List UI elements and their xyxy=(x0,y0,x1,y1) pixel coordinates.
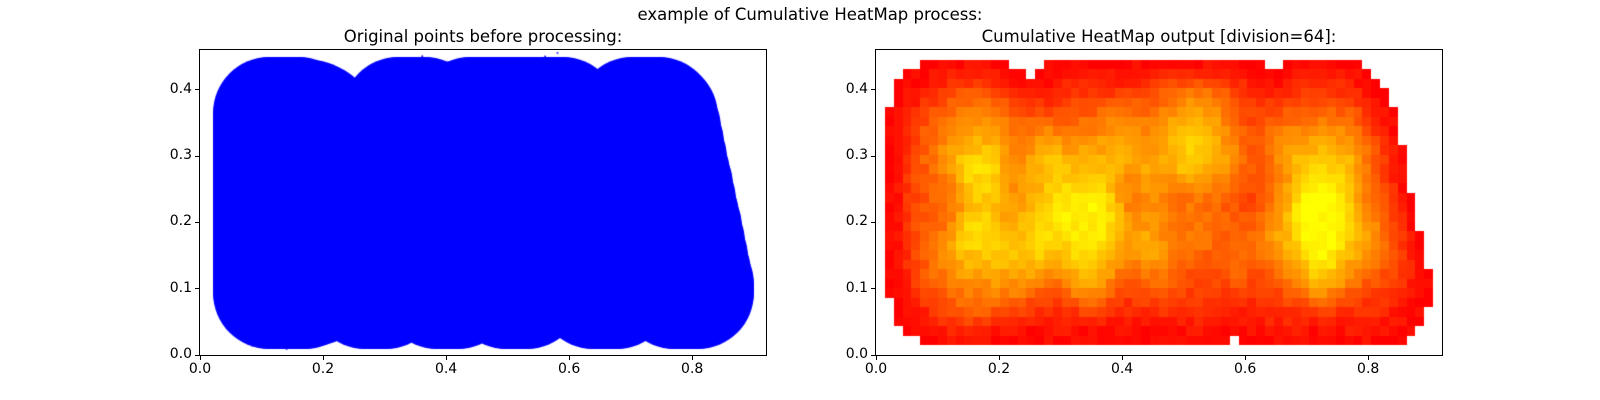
heatmap-plot-image xyxy=(876,50,1442,355)
x-tick-label: 0.8 xyxy=(681,361,704,377)
x-tick-mark xyxy=(445,356,447,360)
y-tick-mark xyxy=(871,155,875,157)
x-tick-mark xyxy=(322,356,324,360)
y-tick-mark xyxy=(195,354,199,356)
x-tick-mark xyxy=(1244,356,1246,360)
y-tick-mark xyxy=(871,89,875,91)
y-tick-label: 0.4 xyxy=(169,80,192,97)
x-tick-mark xyxy=(875,356,877,360)
y-tick-mark xyxy=(871,221,875,223)
scatter-axes-title: Original points before processing: xyxy=(343,27,623,46)
y-tick-mark xyxy=(871,288,875,290)
y-tick-label: 0.2 xyxy=(845,213,868,230)
x-tick-label: 0.6 xyxy=(1233,361,1257,377)
x-tick-mark xyxy=(691,356,693,360)
x-tick-label: 0.6 xyxy=(557,361,581,377)
x-tick-label: 0.2 xyxy=(311,361,335,377)
figure-suptitle: example of Cumulative HeatMap process: xyxy=(637,5,983,24)
x-tick-label: 0.0 xyxy=(188,361,212,377)
x-tick-label: 0.4 xyxy=(434,361,458,377)
y-tick-label: 0.1 xyxy=(169,279,192,296)
y-tick-label: 0.3 xyxy=(845,147,868,164)
y-tick-mark xyxy=(195,221,199,223)
x-tick-mark xyxy=(1121,356,1123,360)
y-tick-label: 0.1 xyxy=(845,279,868,296)
scatter-axes: Original points before processing: 0.0 0.… xyxy=(170,27,767,377)
y-tick-label: 0.4 xyxy=(845,80,868,97)
x-tick-label: 0.2 xyxy=(987,361,1011,377)
scatter-plot-image xyxy=(200,50,766,355)
y-tick-mark xyxy=(195,155,199,157)
y-tick-mark xyxy=(195,89,199,91)
x-tick-mark xyxy=(998,356,1000,360)
x-tick-label: 0.0 xyxy=(864,361,888,377)
y-tick-mark xyxy=(871,354,875,356)
x-tick-label: 0.8 xyxy=(1357,361,1380,377)
y-tick-label: 0.0 xyxy=(169,346,192,362)
y-tick-label: 0.2 xyxy=(169,213,192,230)
x-tick-mark xyxy=(199,356,201,360)
heatmap-axes-title: Cumulative HeatMap output [division=64]: xyxy=(981,27,1337,46)
x-tick-mark xyxy=(1367,356,1369,360)
y-tick-label: 0.3 xyxy=(169,147,192,164)
x-tick-label: 0.4 xyxy=(1110,361,1134,377)
heatmap-axes: Cumulative HeatMap output [division=64]:… xyxy=(846,27,1443,377)
y-tick-mark xyxy=(195,288,199,290)
y-tick-label: 0.0 xyxy=(845,346,868,362)
x-tick-mark xyxy=(568,356,570,360)
